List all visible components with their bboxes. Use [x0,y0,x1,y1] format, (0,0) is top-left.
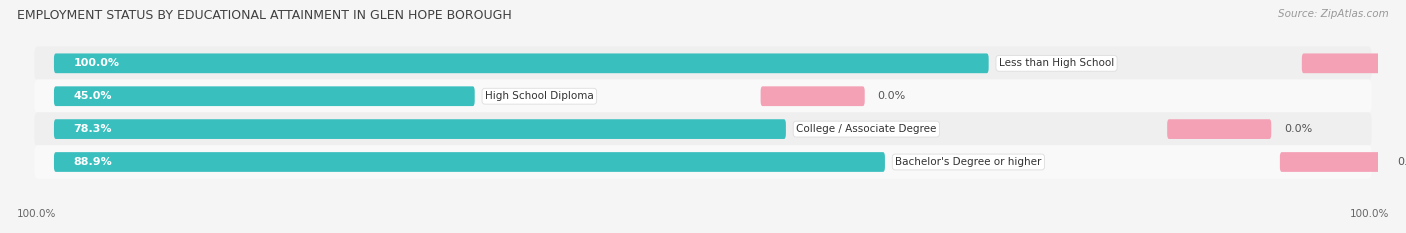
FancyBboxPatch shape [1279,152,1384,172]
FancyBboxPatch shape [34,145,1372,179]
Text: 100.0%: 100.0% [17,209,56,219]
Text: 0.0%: 0.0% [1396,157,1406,167]
Text: College / Associate Degree: College / Associate Degree [796,124,936,134]
FancyBboxPatch shape [53,53,988,73]
Text: 0.0%: 0.0% [1284,124,1312,134]
FancyBboxPatch shape [53,86,475,106]
Text: 45.0%: 45.0% [73,91,112,101]
FancyBboxPatch shape [53,152,884,172]
FancyBboxPatch shape [34,46,1372,80]
Text: EMPLOYMENT STATUS BY EDUCATIONAL ATTAINMENT IN GLEN HOPE BOROUGH: EMPLOYMENT STATUS BY EDUCATIONAL ATTAINM… [17,9,512,22]
FancyBboxPatch shape [761,86,865,106]
Text: 0.0%: 0.0% [877,91,905,101]
FancyBboxPatch shape [34,112,1372,146]
FancyBboxPatch shape [1167,119,1271,139]
FancyBboxPatch shape [34,79,1372,113]
Text: 100.0%: 100.0% [73,58,120,68]
FancyBboxPatch shape [53,119,786,139]
FancyBboxPatch shape [1302,53,1406,73]
Text: Less than High School: Less than High School [998,58,1114,68]
Text: Bachelor's Degree or higher: Bachelor's Degree or higher [896,157,1042,167]
Text: High School Diploma: High School Diploma [485,91,593,101]
Text: 78.3%: 78.3% [73,124,112,134]
Text: 100.0%: 100.0% [1350,209,1389,219]
Text: Source: ZipAtlas.com: Source: ZipAtlas.com [1278,9,1389,19]
Text: 88.9%: 88.9% [73,157,112,167]
